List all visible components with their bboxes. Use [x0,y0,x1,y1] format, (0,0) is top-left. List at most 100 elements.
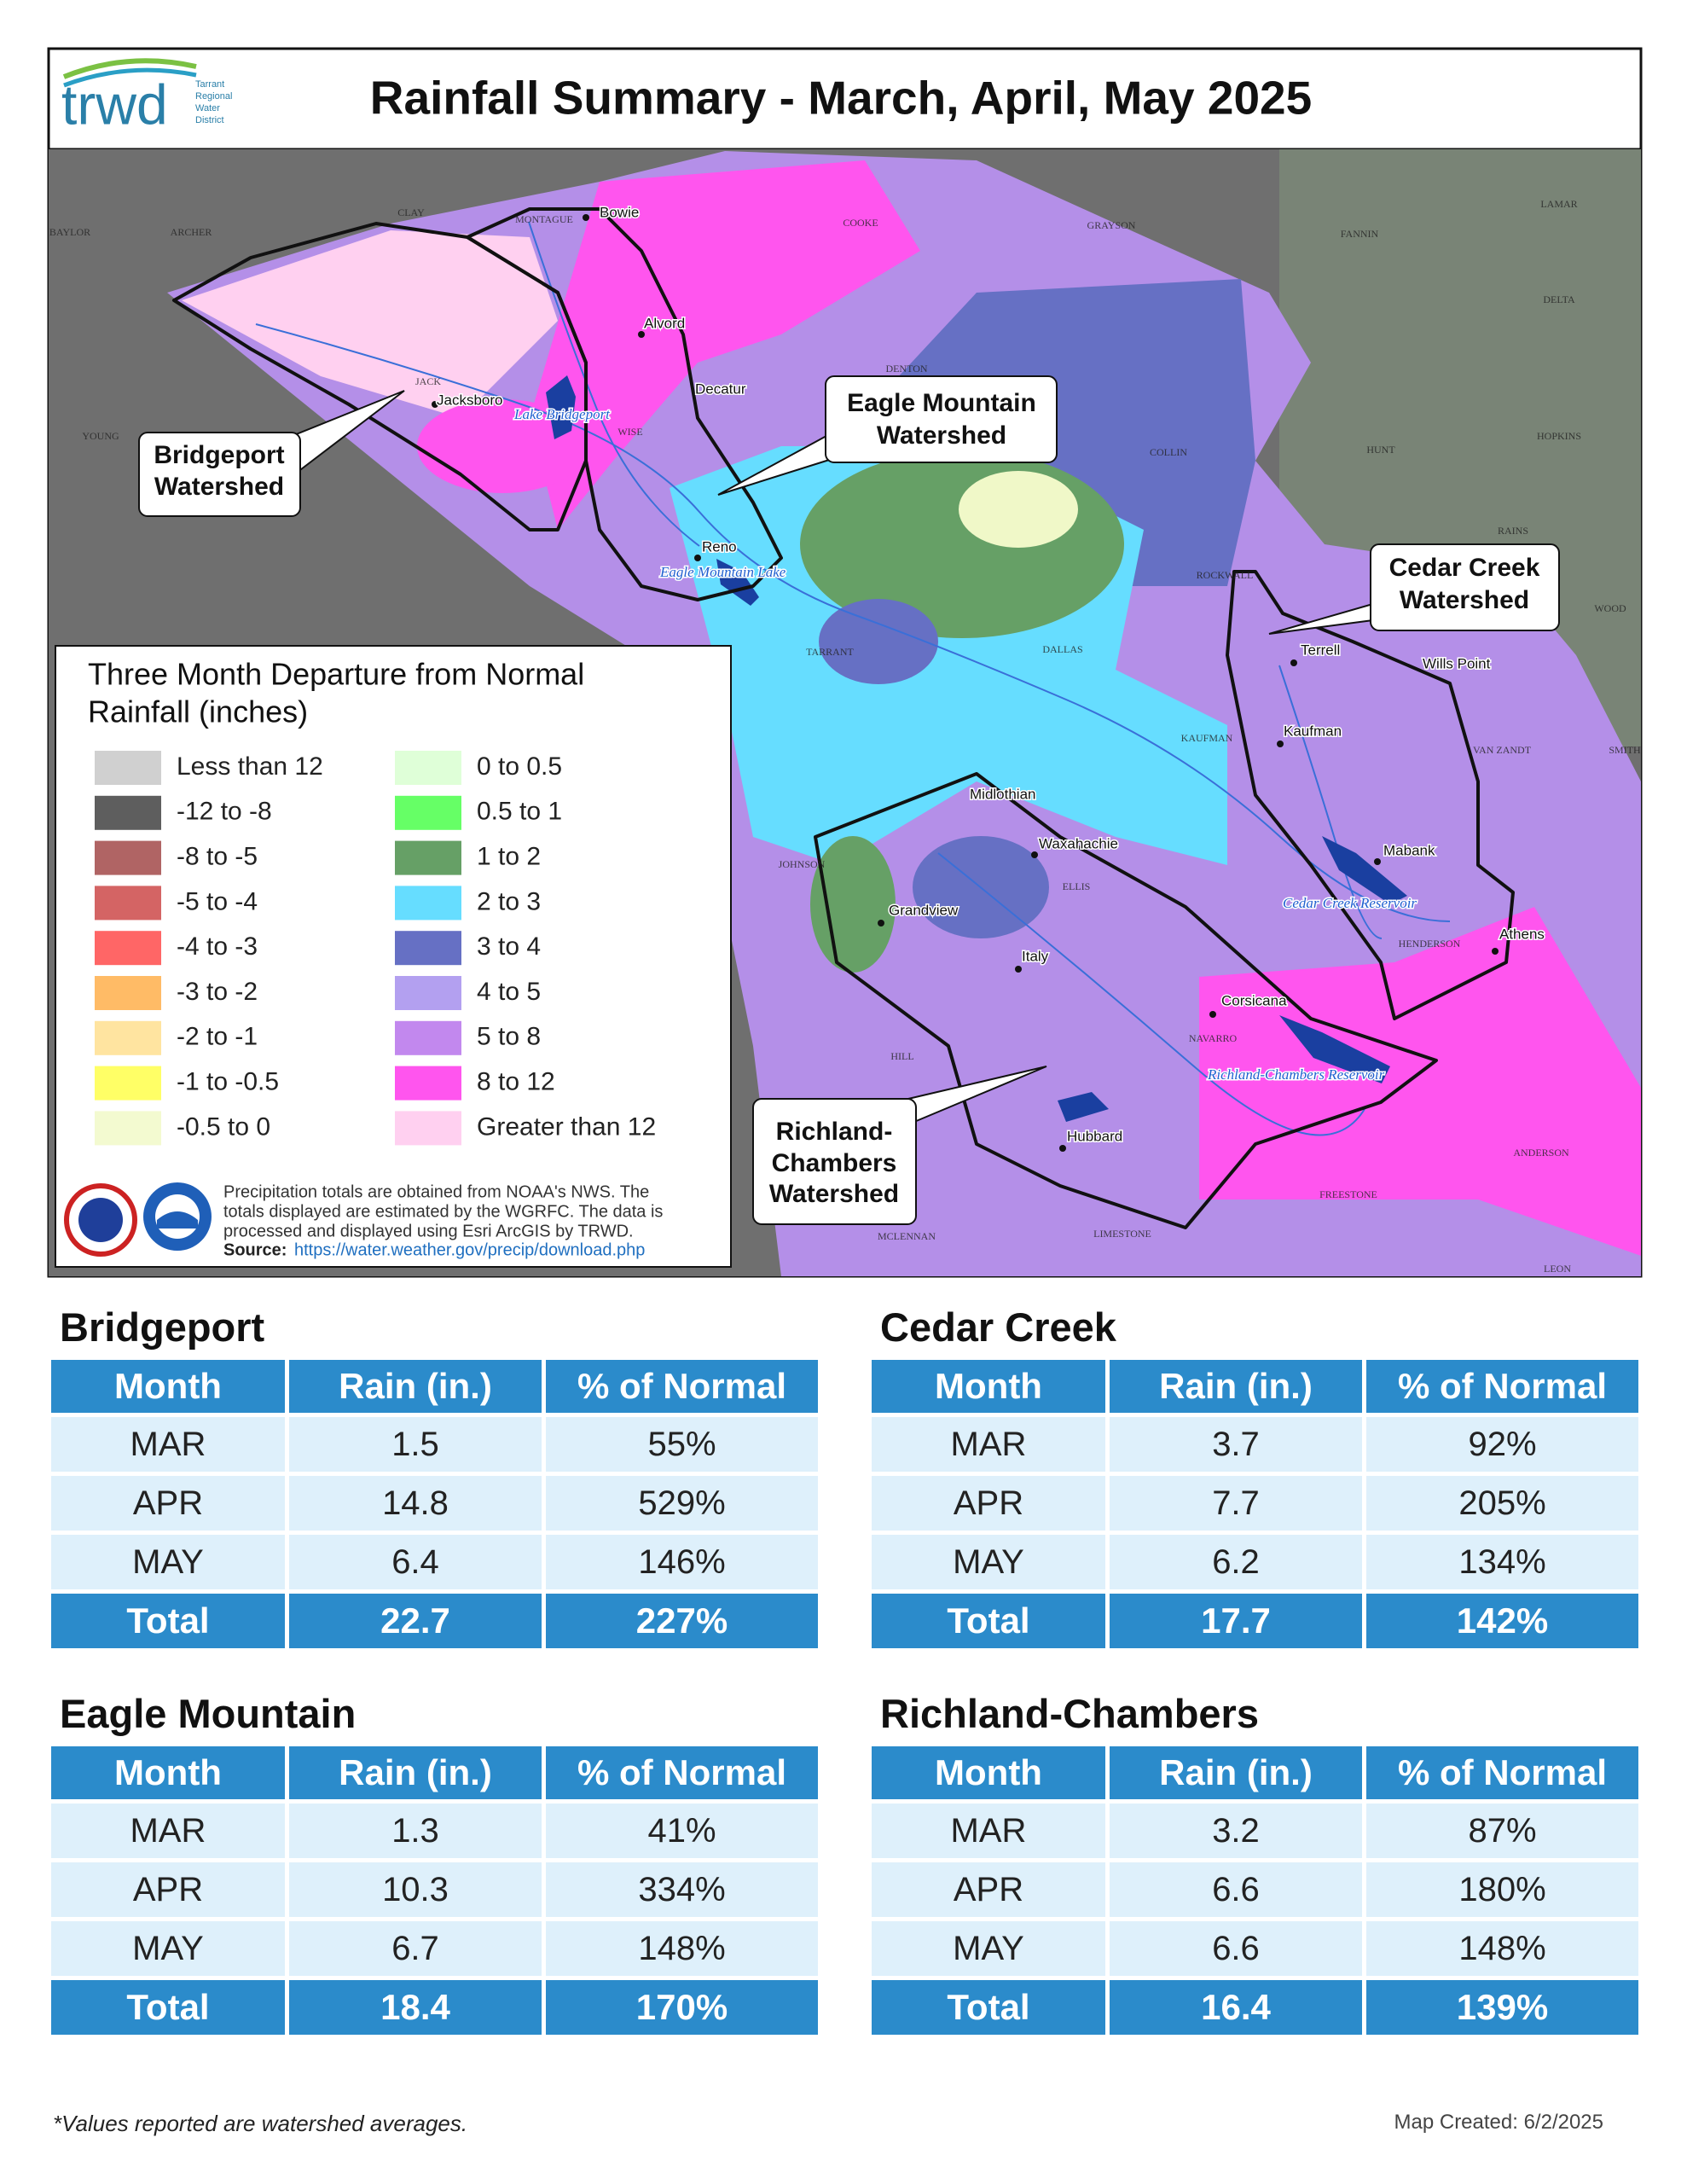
place-label: Kaufman [1284,723,1342,739]
legend-swatch [95,751,161,785]
legend-swatch [395,1111,461,1146]
place-label: Wills Point [1423,655,1491,671]
legend-swatch [395,840,461,875]
legend-swatch [95,886,161,921]
county-label: JOHNSON [779,858,826,870]
legend-label: -5 to -4 [177,887,258,915]
place-label: Italy [1022,948,1049,964]
county-label: ROCKWALL [1197,569,1254,581]
county-label: ARCHER [171,226,212,238]
place-label: Corsicana [1221,992,1287,1008]
logo-text: trwd [61,73,168,136]
county-label: HOPKINS [1537,430,1581,442]
county-label: LAMAR [1540,198,1577,210]
place-label: Waxahachie [1039,835,1118,851]
county-label: RAINS [1498,525,1528,537]
county-label: KAUFMAN [1181,732,1233,744]
cell: 6.7 [289,1921,542,1976]
cell: MAR [51,1804,285,1858]
total-cell: Total [51,1980,285,2035]
callout: Eagle Mountain [847,389,1036,417]
place-label: Jacksboro [437,392,502,408]
legend-swatch [395,1066,461,1101]
cell: MAY [872,1535,1105,1589]
legend-swatch [395,976,461,1010]
county-label: LEON [1544,1263,1571,1275]
legend-swatch [95,795,161,830]
place-dot [583,214,589,221]
header-cell: % of Normal [546,1360,818,1413]
table: Month Rain (in.)% of Normal MAR 1.5 55% APR 14… [51,1360,818,1648]
legend-swatch [395,795,461,830]
footnote: *Values reported are watershed averages. [53,2111,468,2136]
legend-label: -4 to -3 [177,932,258,961]
legend-label: -1 to -0.5 [177,1068,279,1096]
cell: MAY [872,1921,1105,1976]
legend-label: -8 to -5 [177,843,258,871]
header-cell: Rain (in.) [289,1360,542,1413]
place-label: Decatur [695,380,746,397]
cell: 205% [1366,1476,1638,1531]
place-dot [1277,741,1284,747]
cell: 6.6 [1110,1921,1362,1976]
cell: 55% [546,1417,818,1472]
county-label: DELTA [1543,293,1575,305]
cell: 6.4 [289,1535,542,1589]
logo-sub: District [195,115,224,125]
cell: 6.2 [1110,1535,1362,1589]
county-label: FREESTONE [1319,1188,1377,1200]
place-label: Midlothian [970,786,1036,802]
county-label: WISE [617,426,642,438]
cell: MAY [51,1535,285,1589]
map-created: Map Created: 6/2/2025 [1394,2111,1604,2134]
place-dot [432,401,438,408]
legend-note: processed and displayed using Esri ArcGI… [223,1222,634,1240]
header-cell: % of Normal [546,1746,818,1799]
place-dot [1031,851,1038,858]
county-label: DALLAS [1042,643,1082,655]
legend-label: Less than 12 [177,752,323,781]
cell: 1.3 [289,1804,542,1858]
water-label: Cedar Creek Reservoir [1283,895,1417,911]
watersheds [172,207,1515,1229]
county-label: FANNIN [1341,228,1379,240]
total-cell: Total [872,1594,1105,1648]
place-dot [878,920,884,926]
county-label: ELLIS [1063,880,1091,892]
cell: MAR [872,1417,1105,1472]
table-title: Bridgeport [60,1304,265,1350]
header-cell: Month [51,1360,285,1413]
callout: Watershed [769,1180,899,1208]
legend-label: Greater than 12 [477,1112,656,1141]
logo-sub: Tarrant [195,79,224,90]
county-label: NAVARRO [1189,1032,1238,1044]
header-cell: Month [51,1746,285,1799]
cell: 529% [546,1476,818,1531]
source-label: Source: [223,1240,287,1259]
total-cell: Total [51,1594,285,1648]
logo-sub: Water [195,103,220,113]
cell: MAR [51,1417,285,1472]
source-link[interactable]: https://water.weather.gov/precip/downloa… [294,1240,645,1259]
header-cell: % of Normal [1366,1746,1638,1799]
cell: 1.5 [289,1417,542,1472]
county-label: TARRANT [806,646,854,658]
total-cell: 139% [1366,1980,1638,2035]
county-label: HENDERSON [1399,938,1461,950]
legend-label: 4 to 5 [477,978,541,1006]
total-cell: 22.7 [289,1594,542,1648]
cell: 41% [546,1804,818,1858]
cell: 6.6 [1110,1862,1362,1917]
cell: 7.7 [1110,1476,1362,1531]
header-cell: Rain (in.) [289,1746,542,1799]
place-label: Reno [702,538,737,555]
legend: Three Month Departure from Normal Rainfa… [55,645,732,1268]
legend-label: -2 to -1 [177,1023,258,1051]
place-dot [694,555,701,561]
total-cell: Total [872,1980,1105,2035]
total-cell: 18.4 [289,1980,542,2035]
table: Month Rain (in.)% of Normal MAR 3.7 92% APR 7.… [872,1360,1638,1648]
legend-title: Three Month Departure from Normal [88,657,584,692]
total-cell: 142% [1366,1594,1638,1648]
